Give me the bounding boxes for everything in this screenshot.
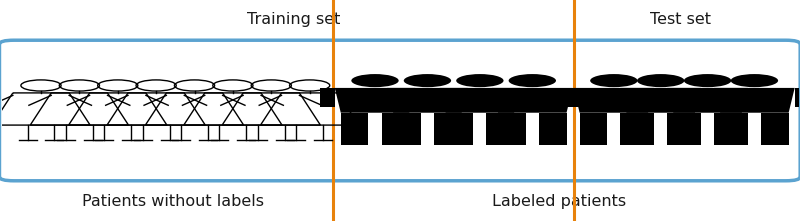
Text: Patients without labels: Patients without labels bbox=[82, 194, 264, 209]
Text: Labeled patients: Labeled patients bbox=[492, 194, 626, 209]
Polygon shape bbox=[341, 113, 369, 145]
Polygon shape bbox=[486, 113, 514, 145]
Polygon shape bbox=[714, 88, 794, 113]
Polygon shape bbox=[492, 88, 573, 113]
Polygon shape bbox=[468, 88, 482, 107]
Polygon shape bbox=[606, 88, 621, 107]
Polygon shape bbox=[559, 88, 574, 107]
FancyBboxPatch shape bbox=[0, 40, 800, 181]
Circle shape bbox=[351, 74, 398, 87]
Polygon shape bbox=[748, 88, 762, 107]
Polygon shape bbox=[373, 88, 387, 107]
Polygon shape bbox=[621, 113, 648, 145]
Circle shape bbox=[730, 74, 778, 87]
Polygon shape bbox=[761, 113, 789, 145]
Polygon shape bbox=[573, 88, 587, 107]
Polygon shape bbox=[794, 88, 800, 107]
Polygon shape bbox=[701, 88, 715, 107]
Circle shape bbox=[637, 74, 684, 87]
Polygon shape bbox=[700, 88, 714, 107]
Polygon shape bbox=[667, 88, 748, 113]
Polygon shape bbox=[394, 113, 421, 145]
Text: Test set: Test set bbox=[650, 12, 710, 27]
Circle shape bbox=[684, 74, 731, 87]
Polygon shape bbox=[621, 88, 701, 113]
Polygon shape bbox=[674, 113, 701, 145]
Circle shape bbox=[590, 74, 638, 87]
Polygon shape bbox=[434, 113, 462, 145]
Polygon shape bbox=[574, 88, 654, 113]
Polygon shape bbox=[425, 88, 440, 107]
Polygon shape bbox=[440, 88, 520, 113]
Polygon shape bbox=[720, 113, 748, 145]
Polygon shape bbox=[539, 113, 566, 145]
Polygon shape bbox=[415, 88, 430, 107]
Circle shape bbox=[509, 74, 556, 87]
Polygon shape bbox=[320, 88, 334, 107]
Polygon shape bbox=[334, 88, 415, 113]
Polygon shape bbox=[478, 88, 492, 107]
Polygon shape bbox=[626, 113, 654, 145]
Circle shape bbox=[456, 74, 503, 87]
Polygon shape bbox=[446, 113, 474, 145]
Polygon shape bbox=[498, 113, 526, 145]
Polygon shape bbox=[654, 88, 669, 107]
Circle shape bbox=[404, 74, 451, 87]
Polygon shape bbox=[387, 88, 468, 113]
Polygon shape bbox=[382, 113, 410, 145]
Polygon shape bbox=[580, 113, 607, 145]
Polygon shape bbox=[520, 88, 534, 107]
Polygon shape bbox=[653, 88, 667, 107]
Text: Training set: Training set bbox=[247, 12, 341, 27]
Polygon shape bbox=[667, 113, 695, 145]
Polygon shape bbox=[714, 113, 742, 145]
